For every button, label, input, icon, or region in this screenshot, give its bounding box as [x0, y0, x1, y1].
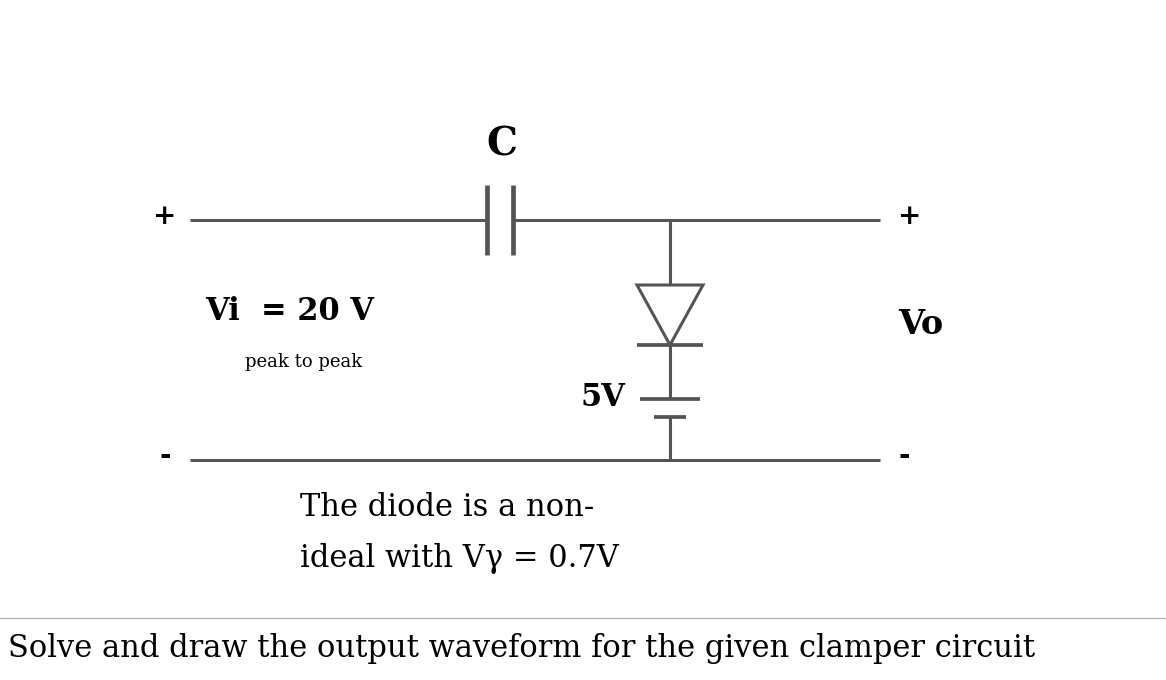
- Text: 5V: 5V: [581, 382, 625, 413]
- Text: +: +: [153, 203, 177, 231]
- Text: -: -: [898, 443, 909, 471]
- Text: +: +: [898, 203, 921, 231]
- Text: peak to peak: peak to peak: [245, 353, 363, 371]
- Text: -: -: [160, 443, 170, 471]
- Text: Solve and draw the output waveform for the given clamper circuit: Solve and draw the output waveform for t…: [8, 632, 1035, 664]
- Text: ideal with Vγ = 0.7V: ideal with Vγ = 0.7V: [300, 543, 619, 573]
- Text: Vo: Vo: [898, 309, 943, 341]
- Text: C: C: [486, 125, 518, 163]
- Text: Vi  = 20 V: Vi = 20 V: [205, 296, 374, 328]
- Text: The diode is a non-: The diode is a non-: [300, 492, 595, 524]
